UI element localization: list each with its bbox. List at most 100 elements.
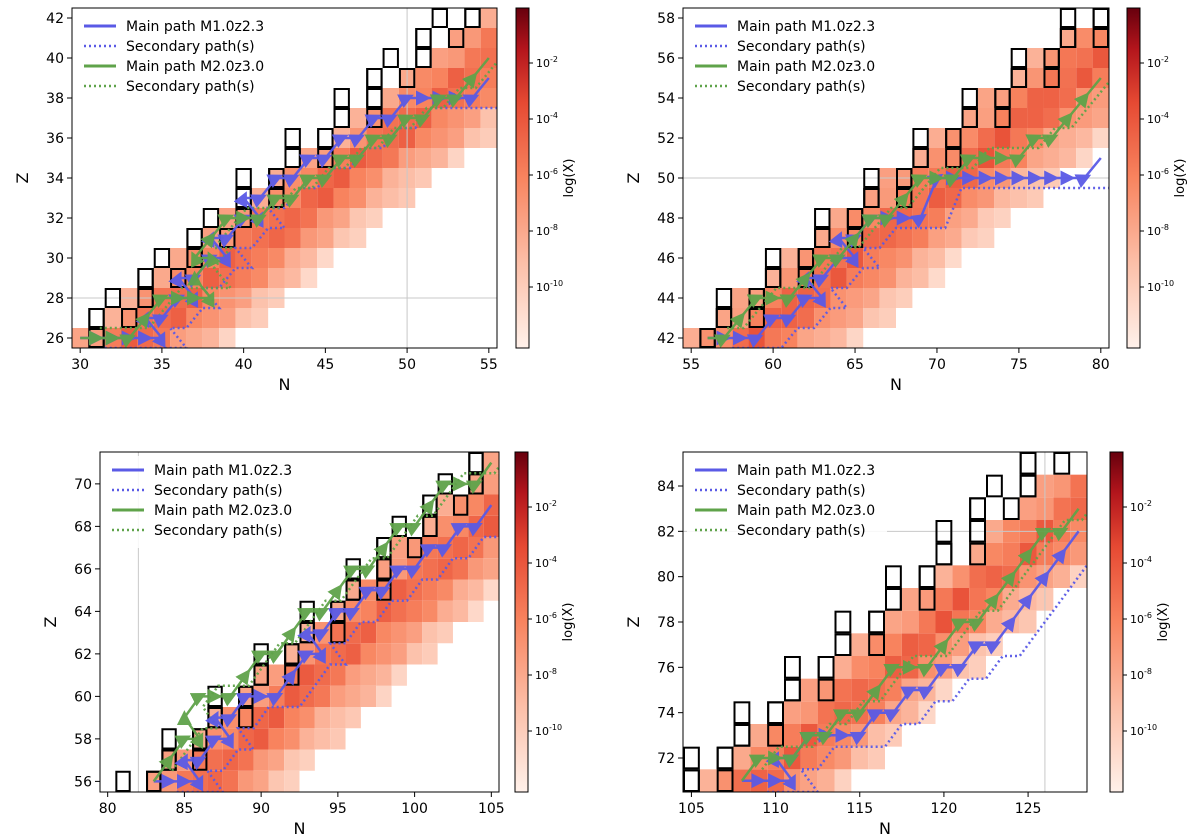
abundance-cell <box>131 792 146 813</box>
colorbar-tick-label: 10-8 <box>1147 223 1169 238</box>
abundance-cell <box>994 188 1011 208</box>
abundance-cell <box>814 228 831 248</box>
legend-label: Main path M2.0z3.0 <box>154 503 292 519</box>
abundance-cell <box>1087 475 1104 498</box>
plot-area <box>115 452 606 813</box>
stable-isotope-box <box>115 770 131 792</box>
abundance-cell <box>1043 148 1060 168</box>
abundance-cell <box>935 610 953 634</box>
y-tick-label: 62 <box>74 647 92 663</box>
abundance-cell <box>314 707 331 729</box>
x-tick-label: 90 <box>252 801 270 817</box>
abundance-cell <box>969 656 986 679</box>
abundance-cell <box>284 208 301 228</box>
x-axis-label: N <box>879 819 891 838</box>
abundance-cell <box>961 108 978 128</box>
abundance-cell <box>499 452 514 473</box>
abundance-cell <box>530 8 546 28</box>
abundance-cell <box>345 664 361 686</box>
stable-isotope-box <box>834 610 852 634</box>
colorbar-tick-label: 10-2 <box>1130 499 1152 514</box>
abundance-cell <box>360 600 377 622</box>
abundance-cell <box>1010 108 1028 128</box>
abundance-cell <box>945 228 962 248</box>
y-tick-label: 80 <box>657 570 675 586</box>
abundance-cell <box>961 188 978 208</box>
stable-isotope-box <box>918 565 936 588</box>
y-axis-label: Z <box>13 172 32 183</box>
abundance-cell <box>480 88 497 108</box>
stable-isotope-box <box>153 248 171 268</box>
abundance-cell <box>595 28 611 48</box>
legend-box <box>104 456 304 548</box>
plot-frame <box>99 451 500 793</box>
stable-isotope-box <box>1092 8 1109 28</box>
abundance-cell <box>499 516 514 537</box>
stable-isotope-box <box>912 128 929 148</box>
abundance-cell <box>464 28 481 48</box>
abundance-cell <box>1070 542 1087 566</box>
abundance-cell <box>994 88 1011 108</box>
abundance-cell <box>497 68 513 88</box>
abundance-cell <box>846 288 864 308</box>
abundance-cell <box>1076 48 1093 68</box>
abundance-cell <box>406 600 423 622</box>
abundance-cell <box>1109 88 1125 108</box>
abundance-cell <box>382 168 399 188</box>
main-path-2 <box>152 461 493 783</box>
stable-isotope-box <box>366 88 383 108</box>
chart-panel-1: 30 35 40 45 50 55 26 28 30 32 34 36 38 40 42 N Z Main pat… <box>13 7 611 394</box>
abundance-cell <box>945 128 962 148</box>
abundance-cell <box>437 515 453 537</box>
abundance-cell <box>300 228 318 248</box>
abundance-cell <box>499 495 514 516</box>
x-tick-label: 45 <box>316 357 334 373</box>
y-tick-label: 68 <box>74 519 92 535</box>
colorbar-tick-label: 10-8 <box>1130 667 1152 682</box>
stable-isotope-box <box>284 128 301 148</box>
abundance-cell <box>683 328 700 348</box>
abundance-cell <box>1175 68 1191 88</box>
abundance-cell <box>452 494 469 516</box>
abundance-cell <box>918 610 936 634</box>
colorbar: 10-2 10-4 10-6 10-8 10-10 log(X) <box>515 7 577 349</box>
abundance-cell <box>764 268 782 288</box>
abundance-cell <box>901 588 919 611</box>
legend-label: Secondary path(s) <box>737 79 866 95</box>
abundance-cell <box>591 452 606 473</box>
abundance-cell <box>918 701 936 724</box>
abundance-cell <box>797 328 815 348</box>
abundance-cell <box>1070 565 1087 588</box>
abundance-cell <box>1076 128 1093 148</box>
abundance-cell <box>437 622 453 644</box>
stable-isotope-box <box>733 724 751 747</box>
abundance-cell <box>483 473 499 495</box>
stable-isotope-box <box>1092 28 1109 48</box>
abundance-cell <box>1154 475 1171 498</box>
abundance-cell <box>1027 48 1044 68</box>
abundance-cell <box>300 268 318 288</box>
abundance-cell <box>431 68 448 88</box>
abundance-cell <box>800 701 818 724</box>
abundance-cell <box>468 494 484 516</box>
abundance-cell <box>1027 68 1044 88</box>
abundance-cell <box>186 328 203 348</box>
abundance-cell <box>317 248 334 268</box>
abundance-cell <box>781 248 798 268</box>
stable-isotope-box <box>333 108 350 128</box>
abundance-cell <box>115 792 130 813</box>
abundance-cell <box>781 268 798 288</box>
abundance-cell <box>928 128 946 148</box>
abundance-cell <box>333 228 350 248</box>
abundance-cell <box>1027 148 1044 168</box>
abundance-cell <box>928 148 946 168</box>
stable-isotope-box <box>1059 28 1077 48</box>
stable-isotope-box <box>969 497 987 521</box>
abundance-cell <box>576 473 591 494</box>
abundance-cell <box>885 724 902 747</box>
abundance-cell <box>284 728 300 750</box>
stable-isotope-box <box>868 610 886 634</box>
colorbar-tick-label: 10-2 <box>535 499 557 514</box>
abundance-cell <box>360 643 377 665</box>
stable-isotope-box <box>683 746 700 770</box>
